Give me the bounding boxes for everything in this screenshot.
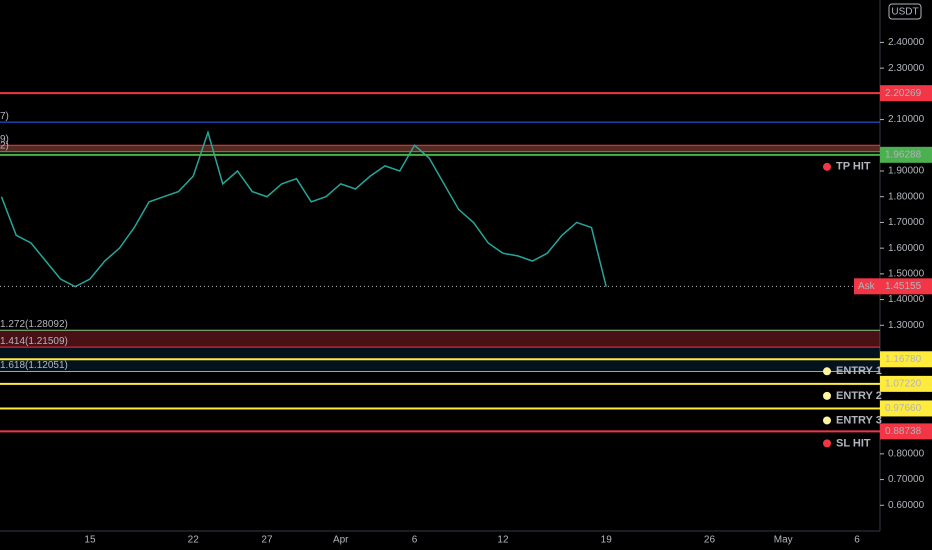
level-price: 0.97660 [885, 403, 922, 414]
x-tick-label: 6 [412, 535, 418, 546]
x-tick-label: Apr [333, 535, 349, 546]
fib-label: 2) [0, 140, 9, 151]
level-price: 2.20269 [885, 88, 922, 99]
level-tag: TP HIT [836, 161, 871, 173]
level-price: 1.07220 [885, 379, 922, 390]
x-tick-label: 15 [84, 535, 96, 546]
level-tag: ENTRY 1 [836, 365, 882, 377]
level-price-box [880, 146, 932, 163]
y-tick-label: 1.60000 [888, 243, 925, 254]
y-tick-label: 1.70000 [888, 217, 925, 228]
x-tick-label: 6 [854, 535, 860, 546]
level-price: 0.88738 [885, 426, 922, 437]
level-tag: ENTRY 2 [836, 390, 882, 402]
fib-label: 1.272(1.28092) [0, 319, 68, 330]
level-price-box [880, 375, 932, 392]
level-price-box [880, 351, 932, 368]
tag-icon [823, 391, 831, 400]
x-tick-label: 22 [188, 535, 200, 546]
fib-label: 9) [0, 134, 9, 145]
fib-label: 7) [0, 111, 9, 122]
x-tick-label: 26 [704, 535, 716, 546]
level-price: 1.16780 [885, 354, 922, 365]
y-tick-label: 2.40000 [888, 37, 925, 48]
y-tick-label: 1.30000 [888, 320, 925, 331]
y-tick-label: 1.80000 [888, 191, 925, 202]
y-tick-label: 2.10000 [888, 114, 925, 125]
zone [0, 122, 880, 145]
zone [0, 145, 880, 152]
x-tick-label: 12 [497, 535, 509, 546]
x-tick-label: 27 [261, 535, 273, 546]
y-tick-label: 0.70000 [888, 474, 925, 485]
currency-box [888, 3, 922, 20]
level-tag: SL HIT [836, 437, 871, 449]
ask-price: 1.45155 [885, 281, 922, 292]
y-tick-label: 1.50000 [888, 268, 925, 279]
level-tag: ENTRY 3 [836, 414, 882, 426]
zone [0, 145, 880, 152]
tag-icon [823, 367, 831, 376]
tag-icon [823, 162, 831, 171]
tag-icon [823, 416, 831, 425]
fib-label: 1.414(1.21509) [0, 336, 68, 347]
level-price-box [880, 85, 932, 102]
x-tick-label: May [774, 535, 793, 546]
fib-label: 1.618(1.12051) [0, 360, 68, 371]
currency: USDT [891, 7, 918, 18]
y-tick-label: 2.30000 [888, 63, 925, 74]
level-price-box [880, 400, 932, 417]
y-tick-label: 0.60000 [888, 500, 925, 511]
y-tick-label: 0.80000 [888, 448, 925, 459]
zone [0, 330, 880, 348]
ask-label: Ask [858, 281, 876, 292]
y-tick-label: 1.40000 [888, 294, 925, 305]
tag-icon [823, 439, 831, 448]
y-tick-label: 1.90000 [888, 166, 925, 177]
price-line [0, 129, 607, 288]
level-price-box [880, 423, 932, 440]
ask-price-box [880, 278, 932, 295]
ask-box [854, 278, 880, 295]
level-price: 1.96288 [885, 149, 922, 160]
x-tick-label: 19 [601, 535, 613, 546]
